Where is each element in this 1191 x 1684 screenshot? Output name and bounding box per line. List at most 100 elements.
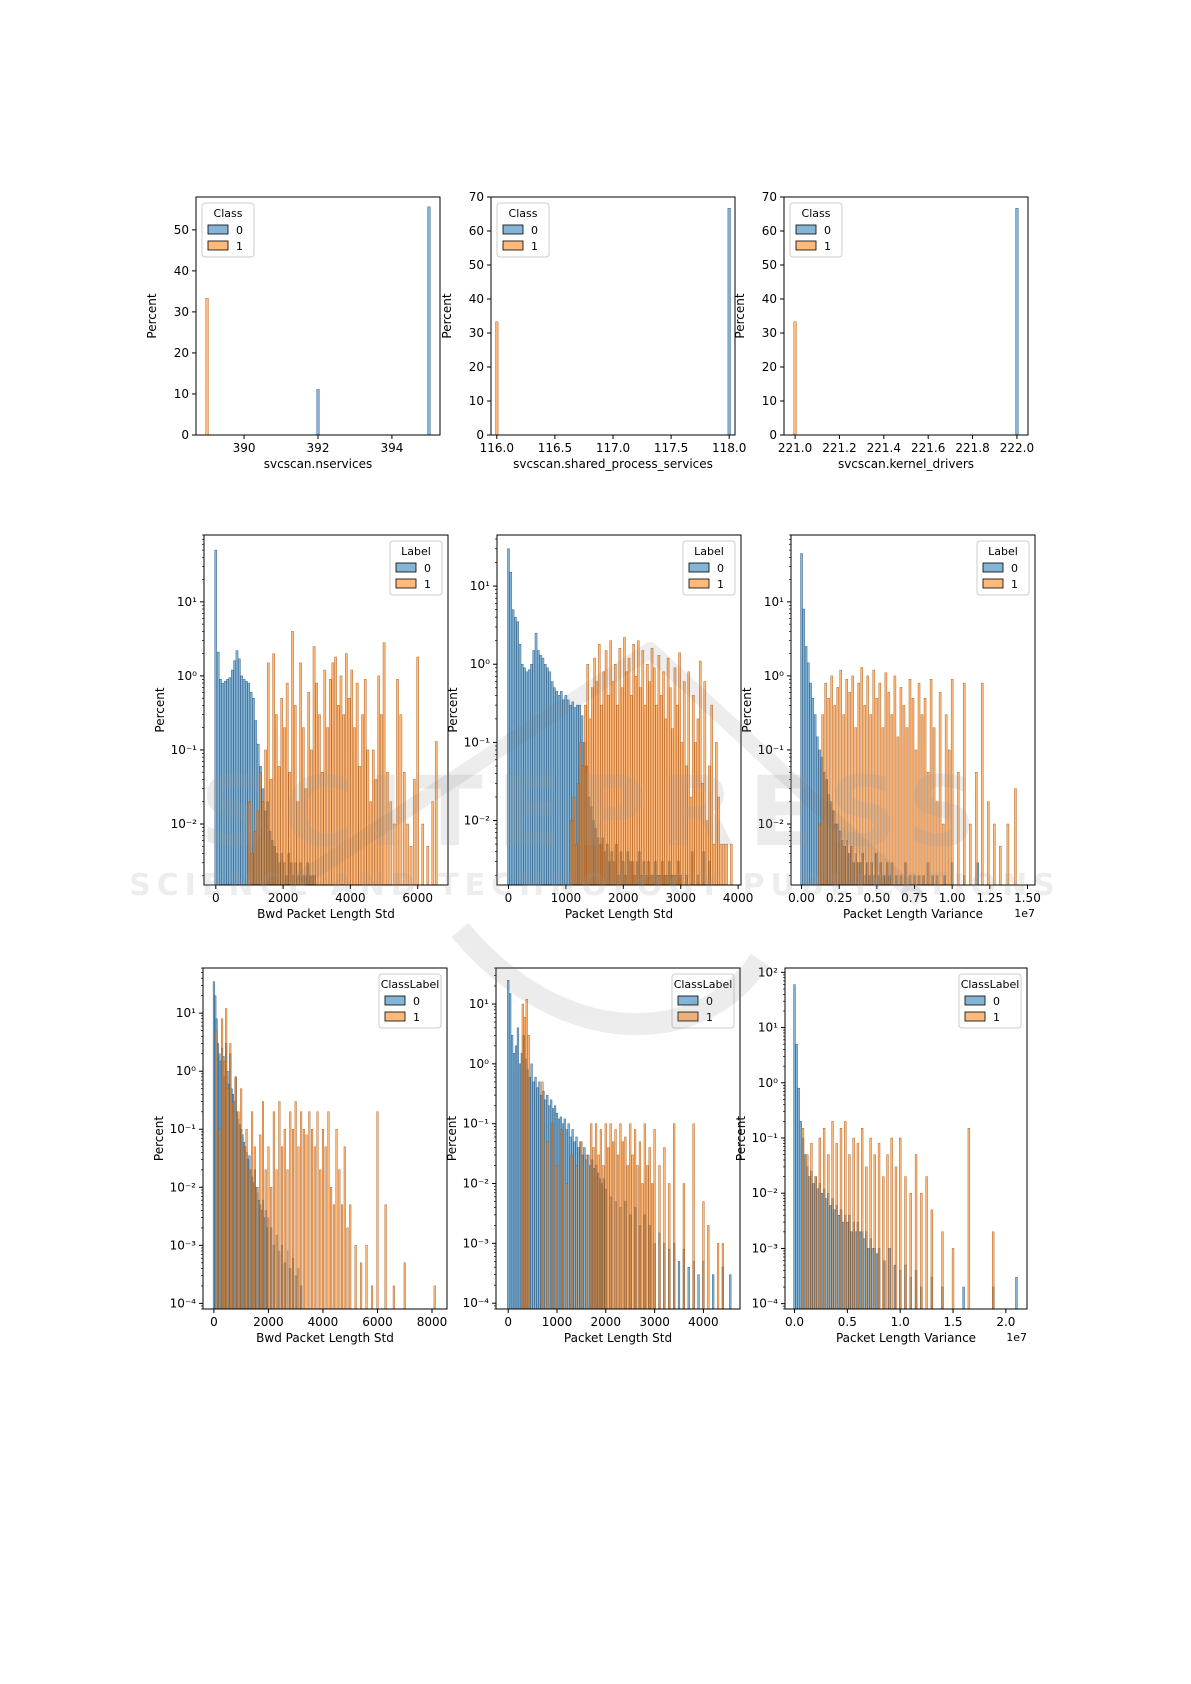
x-tick-label: 1.0 bbox=[891, 1315, 910, 1329]
bar-class-1 bbox=[1014, 788, 1017, 885]
bar-class-1 bbox=[593, 657, 596, 885]
bar-class-1 bbox=[291, 631, 294, 885]
y-tick-label: 50 bbox=[174, 223, 189, 237]
legend-label-1: 1 bbox=[717, 578, 724, 591]
bar-class-1 bbox=[854, 727, 857, 885]
y-tick-label: 10⁻² bbox=[464, 814, 491, 828]
legend: ClassLabel 0 1 bbox=[671, 973, 735, 1029]
bar-class-1 bbox=[911, 698, 915, 885]
bar-class-1 bbox=[637, 640, 640, 885]
bar-class-1 bbox=[631, 1154, 634, 1309]
y-tick-label: 10¹ bbox=[470, 579, 490, 593]
bar-class-1 bbox=[521, 1003, 524, 1309]
plot-frame bbox=[783, 196, 1029, 436]
bar-class-1 bbox=[638, 1141, 642, 1309]
legend-swatch-1 bbox=[395, 578, 417, 589]
legend-swatch-0 bbox=[395, 562, 417, 573]
plot-frame bbox=[496, 534, 742, 886]
bar-class-1 bbox=[814, 1176, 817, 1309]
bar-class-1 bbox=[574, 843, 578, 885]
bar-class-1 bbox=[248, 801, 251, 885]
bar-class-1 bbox=[833, 705, 836, 885]
plot-frame bbox=[790, 534, 1036, 886]
y-tick-label: 40 bbox=[469, 292, 484, 306]
bar-class-1 bbox=[993, 823, 996, 885]
y-tick-label: 10⁻¹ bbox=[170, 1122, 197, 1136]
plot-frame bbox=[203, 534, 449, 886]
y-tick-label: 0 bbox=[769, 428, 777, 442]
legend-swatch-1 bbox=[982, 578, 1004, 589]
bar-class-1 bbox=[818, 1137, 822, 1309]
bar-class-1 bbox=[218, 1129, 221, 1309]
bar-class-1 bbox=[725, 843, 728, 885]
bar-class-1 bbox=[377, 675, 380, 885]
bar-class-1 bbox=[938, 692, 942, 885]
bar-class-1 bbox=[925, 1176, 928, 1309]
bars-group bbox=[214, 549, 438, 885]
y-tick-label: 10¹ bbox=[176, 1006, 196, 1020]
bar-class-1 bbox=[586, 664, 589, 885]
bar-class-1 bbox=[614, 1129, 617, 1309]
bar-class-1 bbox=[860, 667, 864, 885]
bar-class-0 bbox=[818, 749, 821, 885]
legend-swatch-1 bbox=[677, 1011, 699, 1022]
y-tick-label: 20 bbox=[762, 360, 777, 374]
bar-class-1 bbox=[234, 1076, 237, 1309]
bar-class-0 bbox=[233, 660, 236, 885]
bar-class-0 bbox=[240, 675, 243, 885]
bar-class-0 bbox=[850, 1231, 853, 1309]
bar-class-1 bbox=[875, 698, 879, 885]
bar-class-1 bbox=[657, 655, 661, 885]
y-tick-label: 0 bbox=[181, 428, 189, 442]
bar-class-1 bbox=[205, 298, 209, 435]
bar-class-0 bbox=[560, 691, 563, 885]
bar-class-1 bbox=[682, 1183, 685, 1309]
y-tick-label: 10⁻⁴ bbox=[170, 1296, 197, 1310]
bar-class-1 bbox=[623, 637, 626, 885]
legend-label-0: 0 bbox=[824, 224, 831, 237]
x-tick-label: 4000 bbox=[688, 1315, 719, 1329]
legend-title: Label bbox=[694, 545, 724, 558]
y-tick-label: 40 bbox=[174, 264, 189, 278]
bar-class-1 bbox=[313, 1146, 316, 1309]
y-axis-label: Percent bbox=[446, 687, 460, 732]
bar-class-0 bbox=[553, 1105, 557, 1309]
bar-class-0 bbox=[518, 1063, 521, 1309]
bar-class-1 bbox=[350, 669, 354, 885]
x-tick-label: 117.0 bbox=[596, 441, 630, 455]
legend-label-0: 0 bbox=[706, 995, 713, 1008]
bar-class-1 bbox=[527, 1035, 530, 1309]
bar-class-1 bbox=[806, 1154, 809, 1309]
bar-class-1 bbox=[887, 692, 891, 885]
bar-class-1 bbox=[893, 675, 897, 885]
y-tick-label: 10⁰ bbox=[470, 657, 490, 671]
bar-class-1 bbox=[930, 1209, 934, 1309]
bar-class-1 bbox=[382, 642, 386, 885]
bar-class-1 bbox=[692, 695, 695, 885]
bar-class-0 bbox=[238, 658, 241, 885]
bar-class-1 bbox=[386, 772, 389, 885]
x-tick-label: 116.5 bbox=[538, 441, 572, 455]
bar-class-1 bbox=[389, 801, 393, 885]
y-tick-label: 60 bbox=[762, 224, 777, 238]
y-tick-label: 30 bbox=[762, 326, 777, 340]
bar-class-1 bbox=[590, 1123, 593, 1309]
bar-class-0 bbox=[804, 646, 808, 885]
x-tick-label: 0.5 bbox=[838, 1315, 857, 1329]
bar-class-1 bbox=[541, 1081, 544, 1309]
bar-class-0 bbox=[569, 704, 572, 885]
bar-class-1 bbox=[261, 801, 265, 885]
bar-class-1 bbox=[304, 788, 308, 885]
bar-class-1 bbox=[402, 772, 406, 885]
bar-class-1 bbox=[902, 705, 906, 885]
bar-class-1 bbox=[839, 669, 842, 885]
bar-class-1 bbox=[873, 1154, 876, 1309]
bar-class-1 bbox=[909, 1193, 912, 1309]
y-tick-label: 10⁻¹ bbox=[752, 1131, 779, 1145]
bar-class-1 bbox=[877, 1143, 881, 1309]
bar-class-0 bbox=[797, 1087, 800, 1309]
bar-class-1 bbox=[920, 714, 924, 885]
bar-class-0 bbox=[566, 699, 570, 885]
bar-class-0 bbox=[557, 1118, 561, 1309]
legend: Label 0 1 bbox=[389, 540, 443, 596]
